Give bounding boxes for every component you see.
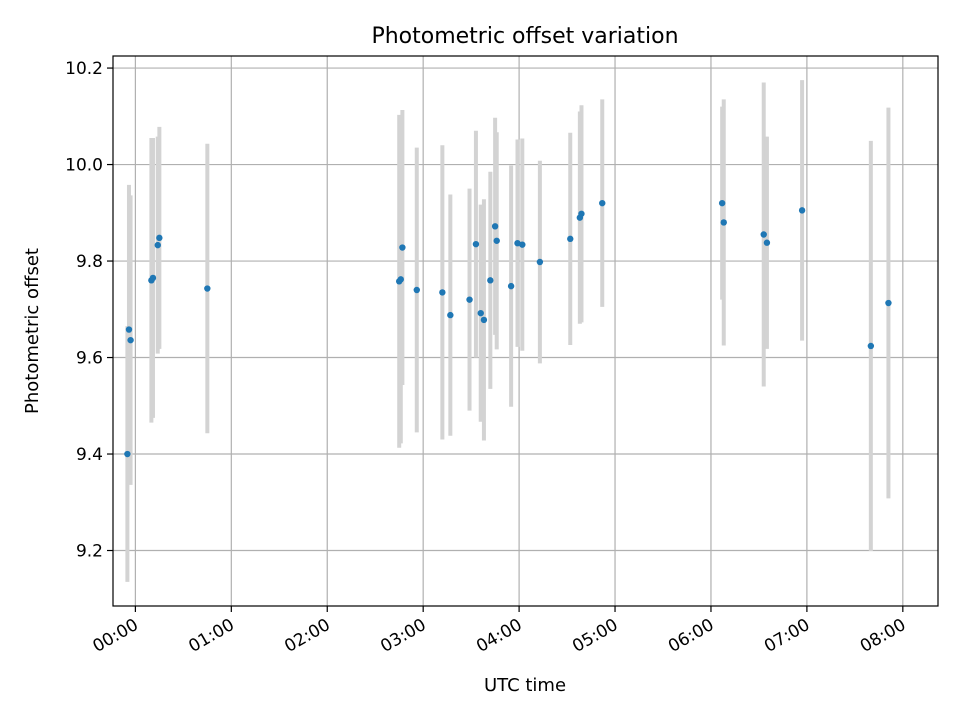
data-point <box>124 450 131 458</box>
data-point <box>154 241 161 249</box>
x-axis-label: UTC time <box>484 675 566 696</box>
data-point <box>718 199 726 207</box>
data-point <box>720 219 727 226</box>
data-point <box>466 296 473 303</box>
data-point <box>149 274 157 282</box>
data-point <box>493 237 500 244</box>
y-axis-ticks: 9.2 9.4 9.6 9.8 10.0 10.2 <box>65 59 113 562</box>
y-axis-label: Photometric offset <box>22 248 43 414</box>
data-point <box>125 326 133 333</box>
data-point <box>480 316 488 324</box>
data-point <box>127 336 134 344</box>
data-point <box>514 239 521 247</box>
y-tick-label: 10.0 <box>65 156 103 176</box>
data-point <box>578 210 585 217</box>
plot-frame <box>112 55 939 607</box>
data-point <box>763 239 771 246</box>
y-tick-label: 10.2 <box>65 59 103 79</box>
data-point <box>156 234 163 242</box>
data-point <box>413 286 420 294</box>
y-tick-label: 9.4 <box>76 445 103 465</box>
data-point <box>397 276 404 283</box>
data-point <box>599 199 606 207</box>
data-point <box>491 223 499 230</box>
data-point <box>519 241 526 248</box>
data-point <box>760 231 767 238</box>
marker-layer <box>124 199 892 458</box>
y-tick-label: 9.8 <box>76 252 103 272</box>
data-point <box>567 235 574 243</box>
y-tick-label: 9.2 <box>76 542 103 562</box>
data-point <box>447 311 454 319</box>
data-point <box>399 244 406 251</box>
data-point <box>477 309 484 317</box>
data-point <box>487 277 494 284</box>
grid-layer <box>113 56 938 606</box>
data-point <box>536 258 544 266</box>
data-point <box>472 240 480 248</box>
data-point <box>439 289 446 296</box>
data-point <box>798 207 806 214</box>
data-point <box>204 285 211 292</box>
data-point <box>507 282 515 290</box>
data-point <box>867 342 875 350</box>
y-tick-label: 9.6 <box>76 349 103 369</box>
data-point <box>885 299 892 307</box>
chart-title: Photometric offset variation <box>371 24 678 49</box>
